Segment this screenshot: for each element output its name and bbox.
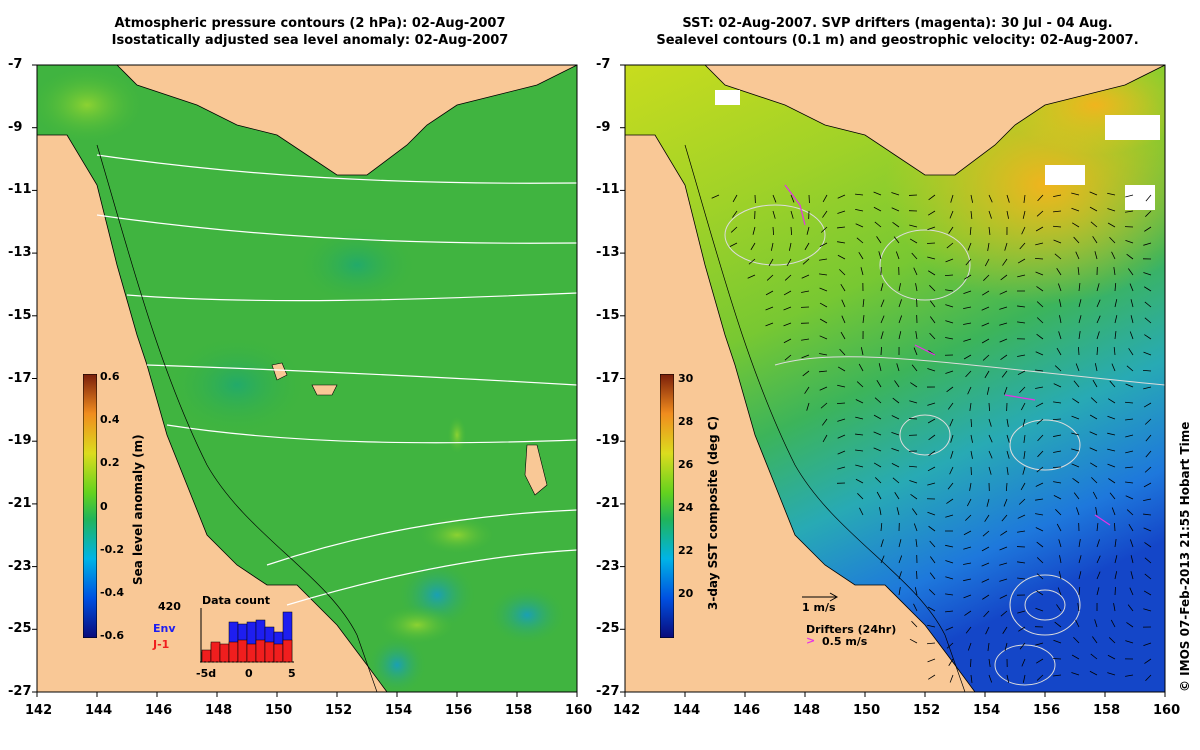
right-cb-tick-1: 28 [678,415,694,428]
lonLeft-tick: 152 [325,703,353,718]
lonRight-tick: 158 [1093,703,1121,718]
lonLeft-tick: 158 [505,703,533,718]
left-cb-tick-4: -0.2 [100,543,125,556]
lonRight-tick: 156 [1033,703,1061,718]
right-colorbar [660,374,674,638]
latRight-tick: -27 [596,684,620,699]
lonLeft-tick: 146 [145,703,173,718]
velocity-scale-label: 1 m/s [802,601,836,614]
inset-histogram [200,608,294,663]
right-land-newguinea [704,65,1165,176]
left-map-panel [37,65,577,692]
latLeft-tick: -15 [8,307,32,323]
latLeft-tick: -7 [8,57,23,72]
latRight-tick: -11 [596,182,620,198]
right-land-australia [625,134,976,692]
latRight-tick: -7 [596,57,611,72]
latLeft-tick: -19 [8,433,32,449]
right-map-svg [625,65,1165,692]
inset-max-label: 420 [158,600,181,613]
left-land-newguinea [116,65,577,176]
right-title-line2: Sealevel contours (0.1 m) and geostrophi… [656,33,1139,48]
lonLeft-tick: 148 [205,703,233,718]
latLeft-tick: -17 [8,370,32,386]
inset-xtick-1: 0 [245,667,253,680]
drifter-arrow-icon: > [806,634,816,647]
inset-title: Data count [202,594,271,607]
lonLeft-tick: 156 [445,703,473,718]
left-cb-tick-0: 0.6 [100,370,120,383]
latRight-tick: -23 [596,558,620,574]
lonLeft-tick: 144 [85,703,113,718]
lonRight-tick: 154 [973,703,1001,718]
lonRight-tick: 160 [1153,703,1181,718]
lonRight-tick: 144 [673,703,701,718]
latLeft-tick: -11 [8,182,32,198]
latRight-tick: -21 [596,495,620,511]
inset-xtick-2: 5 [288,667,296,680]
latLeft-tick: -9 [8,119,23,135]
lonRight-tick: 142 [613,703,641,718]
lonRight-tick: 152 [913,703,941,718]
left-colorbar [83,374,97,638]
left-cb-tick-5: -0.4 [100,586,125,599]
velocity-scale-arrow [802,592,839,602]
latRight-tick: -19 [596,433,620,449]
latRight-tick: -17 [596,370,620,386]
left-title-line1: Atmospheric pressure contours (2 hPa): 0… [114,16,506,31]
drifter-scale-label: 0.5 m/s [822,635,868,648]
latRight-tick: -9 [596,119,611,135]
lonLeft-tick: 160 [565,703,593,718]
inset-env-label: Env [153,622,176,635]
lonLeft-tick: 142 [25,703,53,718]
latLeft-tick: -13 [8,245,32,261]
latLeft-tick: -25 [8,621,32,637]
left-cb-tick-2: 0.2 [100,456,120,469]
left-cb-tick-1: 0.4 [100,413,120,426]
left-cb-tick-3: 0 [100,500,108,513]
latRight-tick: -13 [596,245,620,261]
latRight-tick: -15 [596,307,620,323]
right-cb-tick-5: 20 [678,587,694,600]
lonLeft-tick: 150 [265,703,293,718]
right-cb-tick-4: 22 [678,544,694,557]
latLeft-tick: -23 [8,558,32,574]
latLeft-tick: -21 [8,495,32,511]
drifter-legend-label: Drifters (24hr) [806,623,897,636]
lonLeft-tick: 154 [385,703,413,718]
latRight-tick: -25 [596,621,620,637]
left-land-australia [37,134,388,692]
left-title-line2: Isostatically adjusted sea level anomaly… [111,33,509,48]
lonRight-tick: 146 [733,703,761,718]
credit-label: © IMOS 07-Feb-2013 21:55 Hobart Time [1178,421,1192,692]
inset-xtick-0: -5d [196,667,217,680]
right-title-line1: SST: 02-Aug-2007. SVP drifters (magenta)… [682,16,1113,31]
lonRight-tick: 150 [853,703,881,718]
right-cb-tick-3: 24 [678,501,694,514]
right-cb-tick-2: 26 [678,458,694,471]
left-map-svg [37,65,577,692]
right-map-panel [625,65,1165,692]
right-cb-tick-0: 30 [678,372,694,385]
left-cb-tick-6: -0.6 [100,629,125,642]
lonRight-tick: 148 [793,703,821,718]
latLeft-tick: -27 [8,684,32,699]
inset-j1-label: J-1 [153,638,170,651]
